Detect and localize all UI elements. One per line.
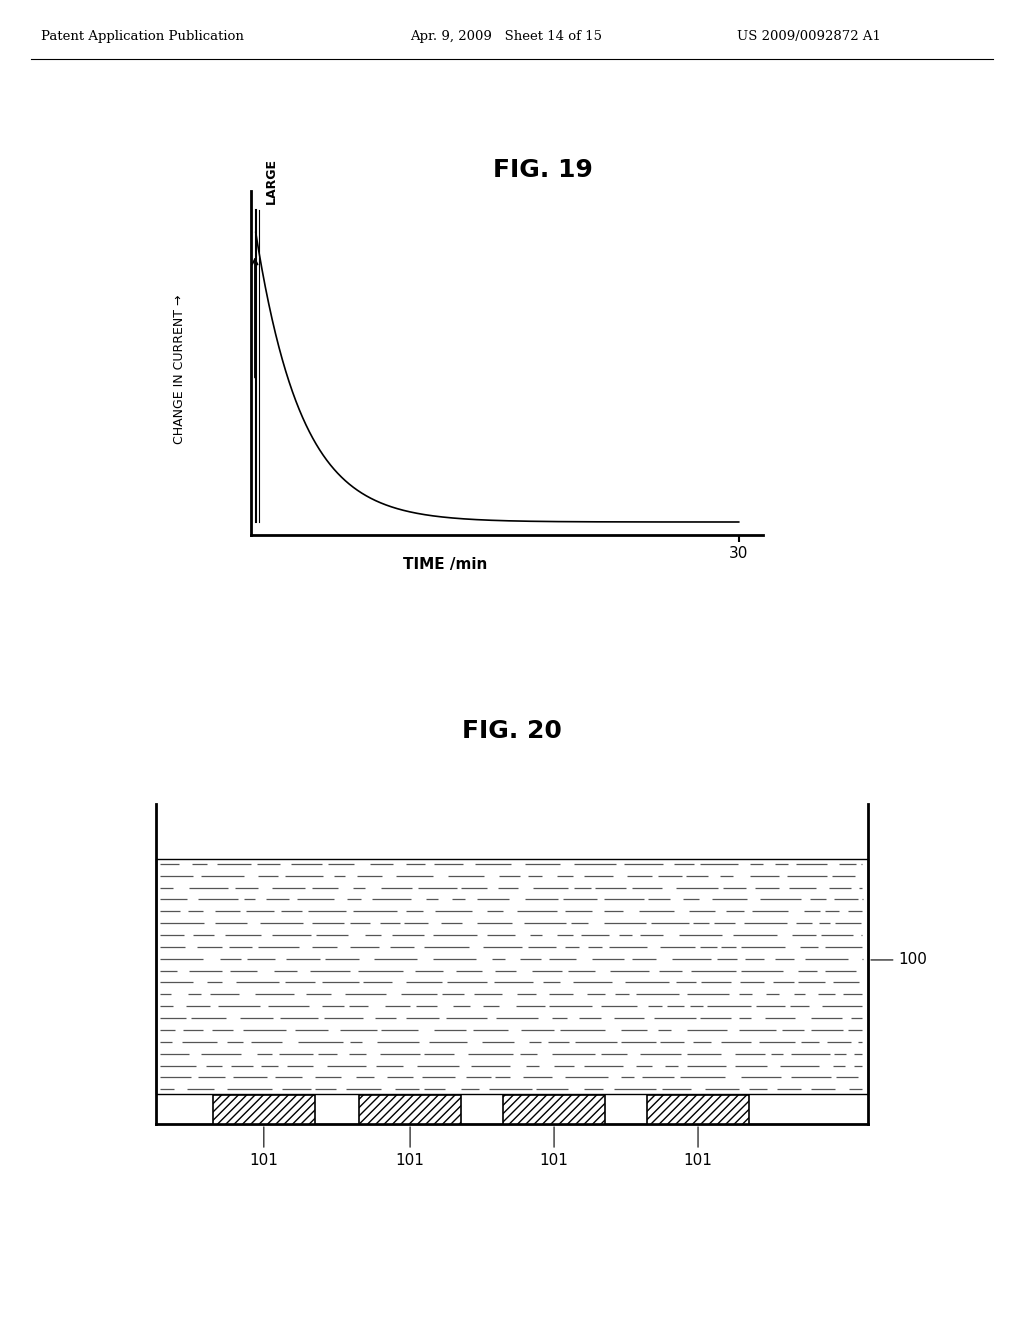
Text: LARGE: LARGE (265, 158, 279, 205)
Text: 101: 101 (540, 1127, 568, 1168)
Bar (503, 1096, 605, 1125)
Text: 100: 100 (871, 953, 928, 968)
Text: FIG. 20: FIG. 20 (462, 719, 562, 743)
Text: CHANGE IN CURRENT →: CHANGE IN CURRENT → (173, 294, 185, 445)
Text: Apr. 9, 2009   Sheet 14 of 15: Apr. 9, 2009 Sheet 14 of 15 (410, 30, 602, 44)
Text: TIME /min: TIME /min (403, 557, 487, 572)
Bar (213, 1096, 315, 1125)
Text: Patent Application Publication: Patent Application Publication (41, 30, 244, 44)
Text: 101: 101 (684, 1127, 713, 1168)
Text: FIG. 19: FIG. 19 (493, 158, 593, 182)
Bar (156, 859, 868, 1094)
Text: US 2009/0092872 A1: US 2009/0092872 A1 (737, 30, 882, 44)
Text: 101: 101 (250, 1127, 279, 1168)
Bar (359, 1096, 461, 1125)
Text: 101: 101 (395, 1127, 425, 1168)
Bar (647, 1096, 750, 1125)
